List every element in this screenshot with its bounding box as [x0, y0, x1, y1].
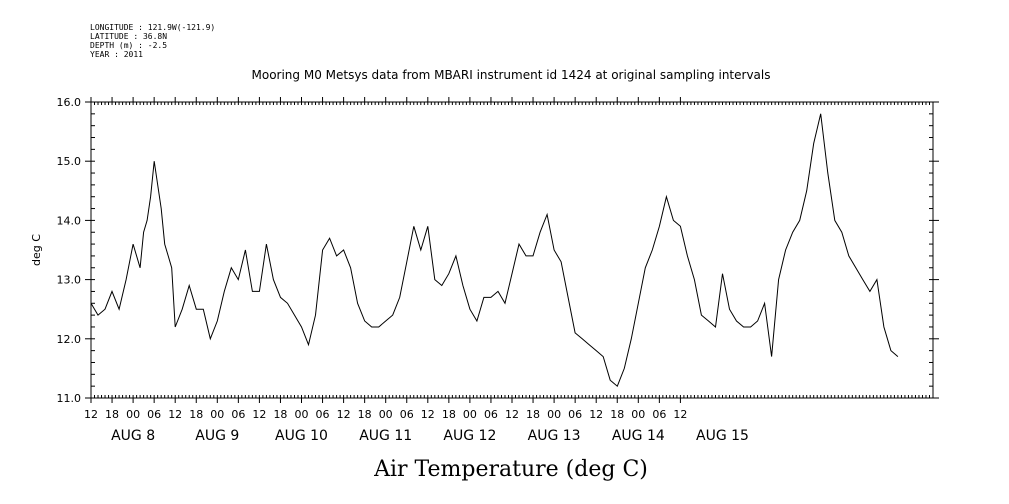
plot-frame: [90, 101, 934, 399]
x-tick-label: 12: [337, 408, 351, 421]
x-tick-label: 06: [484, 408, 498, 421]
y-axis-label: deg C: [30, 234, 43, 266]
chart-title: Mooring M0 Metsys data from MBARI instru…: [252, 68, 771, 82]
x-tick-label: 06: [652, 408, 666, 421]
x-day-label: AUG 9: [195, 428, 239, 444]
y-tick-label: 16.0: [57, 96, 82, 109]
x-tick-label: 12: [673, 408, 687, 421]
x-tick-label: 12: [589, 408, 603, 421]
x-tick-label: 00: [463, 408, 477, 421]
x-tick-label: 00: [126, 408, 140, 421]
x-day-label: AUG 10: [275, 428, 328, 444]
x-tick-label: 06: [316, 408, 330, 421]
x-tick-label: 18: [526, 408, 540, 421]
x-day-label: AUG 15: [696, 428, 749, 444]
x-tick-label: 18: [358, 408, 372, 421]
metadata-block: LONGITUDE : 121.9W(-121.9) LATITUDE : 36…: [90, 23, 215, 59]
series-line-air-temperature: [90, 113, 899, 388]
x-tick-label: 18: [610, 408, 624, 421]
x-day-label: AUG 8: [111, 428, 155, 444]
x-tick-label: 18: [189, 408, 203, 421]
x-tick-label: 12: [168, 408, 182, 421]
x-tick-label: 00: [631, 408, 645, 421]
meta-latitude: LATITUDE : 36.8N: [90, 32, 167, 41]
plot-area: 12 18 00 06 12 18 00 06 12 18 00 06 12 18 00 06 12 18 00 06…: [57, 96, 939, 444]
y-tick-label: 13.0: [57, 274, 82, 287]
y-tick-label: 14.0: [57, 214, 82, 227]
x-day-label: AUG 11: [359, 428, 412, 444]
x-tick-label: 12: [505, 408, 519, 421]
x-tick-label: 18: [442, 408, 456, 421]
y-tick-label: 12.0: [57, 333, 82, 346]
x-tick-label: 06: [231, 408, 245, 421]
meta-depth: DEPTH (m) : -2.5: [90, 41, 167, 50]
x-tick-label: 06: [568, 408, 582, 421]
x-tick-label: 12: [252, 408, 266, 421]
y-tick-label: 15.0: [57, 155, 82, 168]
x-tick-label: 06: [400, 408, 414, 421]
x-tick-label: 00: [379, 408, 393, 421]
x-day-label: AUG 13: [528, 428, 581, 444]
x-axis-title: Air Temperature (deg C): [373, 457, 648, 482]
x-tick-label: 00: [210, 408, 224, 421]
x-day-label: AUG 12: [443, 428, 496, 444]
x-tick-label: 00: [547, 408, 561, 421]
x-tick-label: 18: [273, 408, 287, 421]
x-day-label: AUG 14: [612, 428, 665, 444]
meta-longitude: LONGITUDE : 121.9W(-121.9): [90, 23, 215, 32]
x-tick-label: 12: [421, 408, 435, 421]
x-tick-label: 18: [105, 408, 119, 421]
y-tick-label: 11.0: [57, 392, 82, 405]
x-tick-label: 06: [147, 408, 161, 421]
x-tick-label: 00: [295, 408, 309, 421]
meta-year: YEAR : 2011: [90, 50, 143, 59]
x-tick-label: 12: [84, 408, 98, 421]
